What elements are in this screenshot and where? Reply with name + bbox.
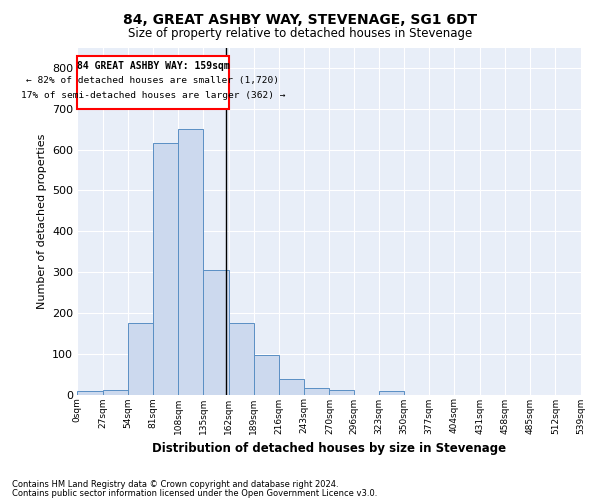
Text: Contains HM Land Registry data © Crown copyright and database right 2024.: Contains HM Land Registry data © Crown c… [12,480,338,489]
Bar [203,270,229,394]
Bar [279,379,304,394]
Bar [103,390,128,394]
Text: Size of property relative to detached houses in Stevenage: Size of property relative to detached ho… [128,28,472,40]
Text: ← 82% of detached houses are smaller (1,720): ← 82% of detached houses are smaller (1,… [26,76,280,84]
Bar [77,56,229,108]
Bar [379,391,404,394]
Bar [178,129,203,394]
Bar [128,323,153,394]
Bar [153,142,178,394]
X-axis label: Distribution of detached houses by size in Stevenage: Distribution of detached houses by size … [152,442,506,455]
Text: 84, GREAT ASHBY WAY, STEVENAGE, SG1 6DT: 84, GREAT ASHBY WAY, STEVENAGE, SG1 6DT [123,12,477,26]
Text: 84 GREAT ASHBY WAY: 159sqm: 84 GREAT ASHBY WAY: 159sqm [77,60,229,70]
Text: Contains public sector information licensed under the Open Government Licence v3: Contains public sector information licen… [12,489,377,498]
Bar [329,390,353,394]
Bar [304,388,329,394]
Y-axis label: Number of detached properties: Number of detached properties [37,134,47,308]
Bar [77,391,103,394]
Text: 17% of semi-detached houses are larger (362) →: 17% of semi-detached houses are larger (… [21,91,285,100]
Bar [229,323,254,394]
Bar [254,355,279,395]
